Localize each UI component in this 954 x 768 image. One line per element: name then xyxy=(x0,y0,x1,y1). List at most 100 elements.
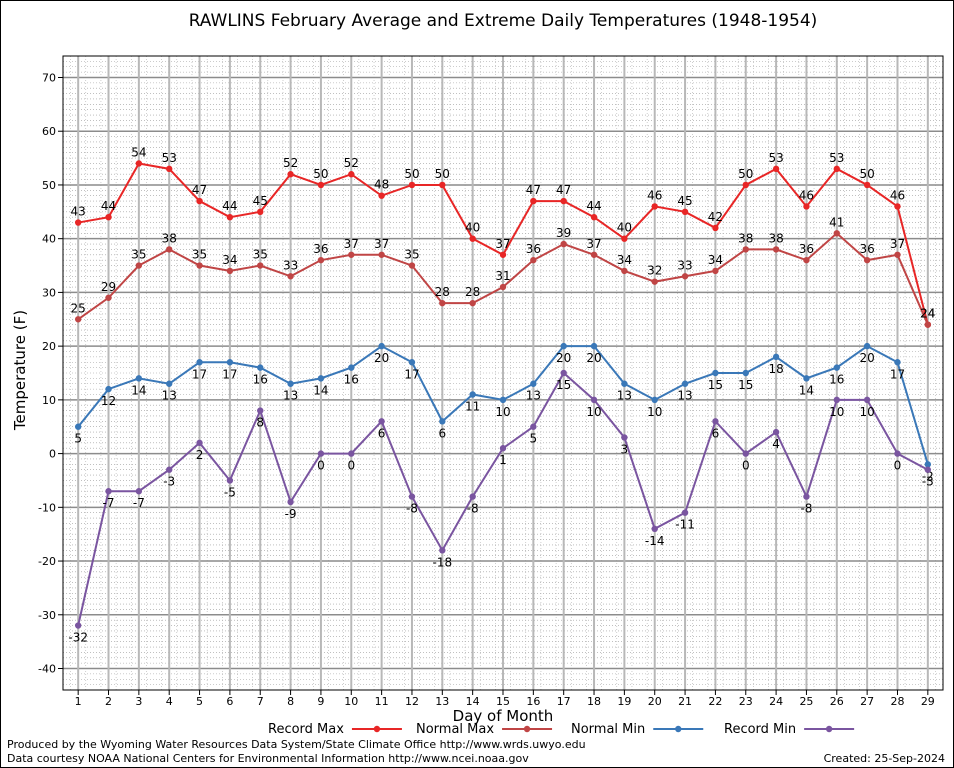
grid xyxy=(62,55,944,691)
legend-label: Record Min xyxy=(724,722,796,737)
data-label: 37 xyxy=(586,237,601,251)
data-label: 16 xyxy=(344,373,359,387)
data-point xyxy=(712,267,719,275)
data-label: 13 xyxy=(677,389,692,403)
x-axis-ticks: 1 2 3 4 5 6 7 8 9 10 11 12 13 14 15 16 17 18 19 20 21 22 23 24 2… xyxy=(75,690,935,708)
data-label: 4 xyxy=(772,437,780,451)
data-point xyxy=(135,488,143,495)
data-point xyxy=(772,246,780,253)
data-label: 38 xyxy=(768,231,783,245)
series-record-min: -32-7 -7-32-58-90 06-8-18-81515103-14-1160… xyxy=(68,369,934,645)
data-point xyxy=(742,181,749,189)
data-label: 20 xyxy=(374,351,389,365)
data-label: 38 xyxy=(162,231,177,245)
data-label: 37 xyxy=(344,237,359,251)
x-tick-label: 25 xyxy=(799,695,813,708)
data-label: 13 xyxy=(526,389,541,403)
data-label: 0 xyxy=(742,459,750,473)
data-label: 35 xyxy=(404,248,419,262)
data-label: 38 xyxy=(738,231,753,245)
data-point xyxy=(469,493,476,500)
x-tick-label: 27 xyxy=(860,695,874,708)
data-point xyxy=(924,461,932,468)
x-tick-label: 1 xyxy=(75,695,82,708)
data-point xyxy=(257,208,264,216)
data-label: 50 xyxy=(738,167,753,181)
data-point xyxy=(803,256,810,264)
x-tick-label: 15 xyxy=(496,695,510,708)
data-label: 3 xyxy=(621,442,629,456)
data-label: 53 xyxy=(768,151,783,165)
data-label: 13 xyxy=(283,389,298,403)
data-label: 34 xyxy=(708,253,723,267)
data-label: 15 xyxy=(708,378,723,392)
data-point xyxy=(590,396,598,404)
data-label: 34 xyxy=(617,253,632,267)
footer-produced-by: Produced by the Wyoming Water Resources … xyxy=(7,738,586,751)
data-label: 46 xyxy=(799,188,814,202)
data-point xyxy=(924,466,932,473)
legend-marker xyxy=(825,725,833,733)
data-label: 15 xyxy=(556,378,571,392)
x-tick-label: 17 xyxy=(557,695,571,708)
data-point xyxy=(74,219,82,226)
data-label: 36 xyxy=(526,242,541,256)
data-label: -8 xyxy=(467,502,479,516)
data-label: 47 xyxy=(192,183,207,197)
data-point xyxy=(530,380,537,387)
data-point xyxy=(226,213,234,221)
y-tick-label: 20 xyxy=(42,340,56,353)
data-label: 44 xyxy=(101,199,116,213)
data-label: 52 xyxy=(344,156,359,170)
data-label: 50 xyxy=(404,167,419,181)
data-point xyxy=(894,203,901,210)
data-point xyxy=(863,181,871,189)
data-point xyxy=(408,493,416,500)
data-point xyxy=(681,509,689,516)
data-label: 33 xyxy=(677,258,692,272)
data-label: 17 xyxy=(404,367,419,381)
legend-marker xyxy=(523,725,531,733)
x-tick-label: 18 xyxy=(587,695,601,708)
data-label: 17 xyxy=(222,367,237,381)
data-label: 32 xyxy=(647,264,662,278)
data-point xyxy=(74,423,82,430)
y-tick-label: -10 xyxy=(38,501,56,514)
x-tick-label: 16 xyxy=(526,695,540,708)
data-point xyxy=(135,160,143,167)
data-point xyxy=(681,208,689,216)
data-point xyxy=(287,171,294,178)
data-label: 5 xyxy=(74,432,82,446)
data-label: 28 xyxy=(465,285,480,299)
data-label: 6 xyxy=(378,426,386,440)
data-label: 0 xyxy=(317,459,325,473)
data-label: 1 xyxy=(499,453,507,467)
x-tick-label: 19 xyxy=(617,695,631,708)
data-label: -2 xyxy=(922,469,934,483)
footer-data-courtesy: Data courtesy NOAA National Centers for … xyxy=(7,752,529,765)
x-tick-label: 2 xyxy=(105,695,112,708)
data-point xyxy=(621,380,628,387)
data-label: -3 xyxy=(922,475,934,489)
data-label: 39 xyxy=(556,226,571,240)
data-label: 8 xyxy=(256,416,264,430)
x-tick-label: 7 xyxy=(257,695,264,708)
data-label: 40 xyxy=(465,221,480,235)
data-point xyxy=(408,359,416,366)
data-point xyxy=(105,294,112,301)
data-point xyxy=(530,197,537,205)
data-point xyxy=(742,450,749,457)
data-label: 18 xyxy=(768,362,783,376)
x-tick-label: 4 xyxy=(166,695,173,708)
data-label: 37 xyxy=(374,237,389,251)
x-tick-label: 6 xyxy=(226,695,233,708)
data-point xyxy=(378,251,385,258)
footer-created: Created: 25-Sep-2024 xyxy=(824,752,945,765)
legend-label: Normal Min xyxy=(571,722,645,737)
data-label: 47 xyxy=(526,183,541,197)
data-label: 47 xyxy=(556,183,571,197)
data-point xyxy=(317,181,325,189)
data-point xyxy=(621,434,628,441)
data-label: 40 xyxy=(617,221,632,235)
